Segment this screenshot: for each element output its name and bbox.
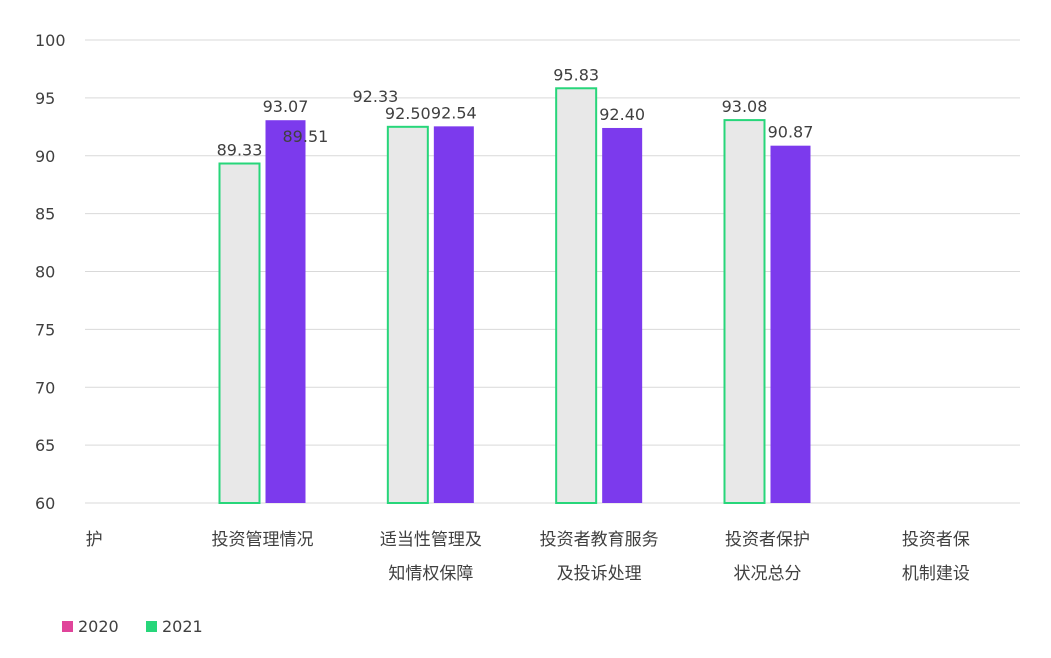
- value-labels: 89.33 92.50 95.83 93.08 93.07 92.54 92.40 90.87…: [217, 65, 814, 159]
- y-tick-label: 100: [35, 31, 66, 50]
- value-label: 90.87: [768, 123, 814, 142]
- category-label: 状况总分: [734, 564, 802, 584]
- value-label: 89.33: [217, 141, 263, 160]
- category-label: 护: [86, 530, 103, 550]
- y-axis: 60 65 70 75 80 85 90 95 100: [35, 31, 66, 513]
- value-label: 92.50: [385, 104, 431, 123]
- extra-value-label: 92.33: [353, 87, 399, 106]
- y-tick-label: 70: [35, 378, 55, 397]
- bar-2020-1: [218, 162, 261, 504]
- extra-value-label: 89.51: [283, 127, 329, 146]
- legend: 2020 2021: [62, 617, 203, 636]
- bar-2021-1: [265, 120, 306, 503]
- category-label: 适当性管理及: [380, 530, 482, 550]
- y-tick-label: 95: [35, 89, 55, 108]
- value-label: 93.07: [263, 97, 309, 116]
- category-label: 投资者保: [902, 530, 970, 550]
- legend-label-2021: 2021: [162, 617, 203, 636]
- legend-swatch-2021: [146, 621, 157, 632]
- y-tick-label: 80: [35, 263, 55, 282]
- value-label: 93.08: [722, 97, 768, 116]
- category-label: 投资者教育服务: [540, 530, 659, 550]
- value-label: 95.83: [553, 65, 599, 84]
- bar-2021-2: [433, 126, 474, 504]
- y-tick-label: 85: [35, 205, 55, 224]
- category-label: 及投诉处理: [557, 564, 642, 584]
- value-label: 92.40: [599, 105, 645, 124]
- bar-2020-3: [555, 87, 598, 504]
- legend-swatch-2020: [62, 621, 73, 632]
- bar-2020-2: [386, 125, 429, 504]
- legend-label-2020: 2020: [78, 617, 119, 636]
- value-label: 92.54: [431, 103, 477, 122]
- category-label: 投资者保护: [725, 530, 810, 550]
- category-label: 知情权保障: [388, 564, 473, 584]
- bars: [218, 87, 811, 504]
- y-tick-label: 75: [35, 320, 55, 339]
- category-label: 投资管理情况: [212, 530, 314, 550]
- bar-2021-4: [770, 145, 811, 503]
- bar-2020-4: [723, 119, 766, 504]
- y-tick-label: 90: [35, 147, 55, 166]
- category-label: 机制建设: [902, 564, 970, 584]
- y-tick-label: 65: [35, 436, 55, 455]
- y-tick-label: 60: [35, 494, 55, 513]
- bar-2021-3: [602, 127, 643, 503]
